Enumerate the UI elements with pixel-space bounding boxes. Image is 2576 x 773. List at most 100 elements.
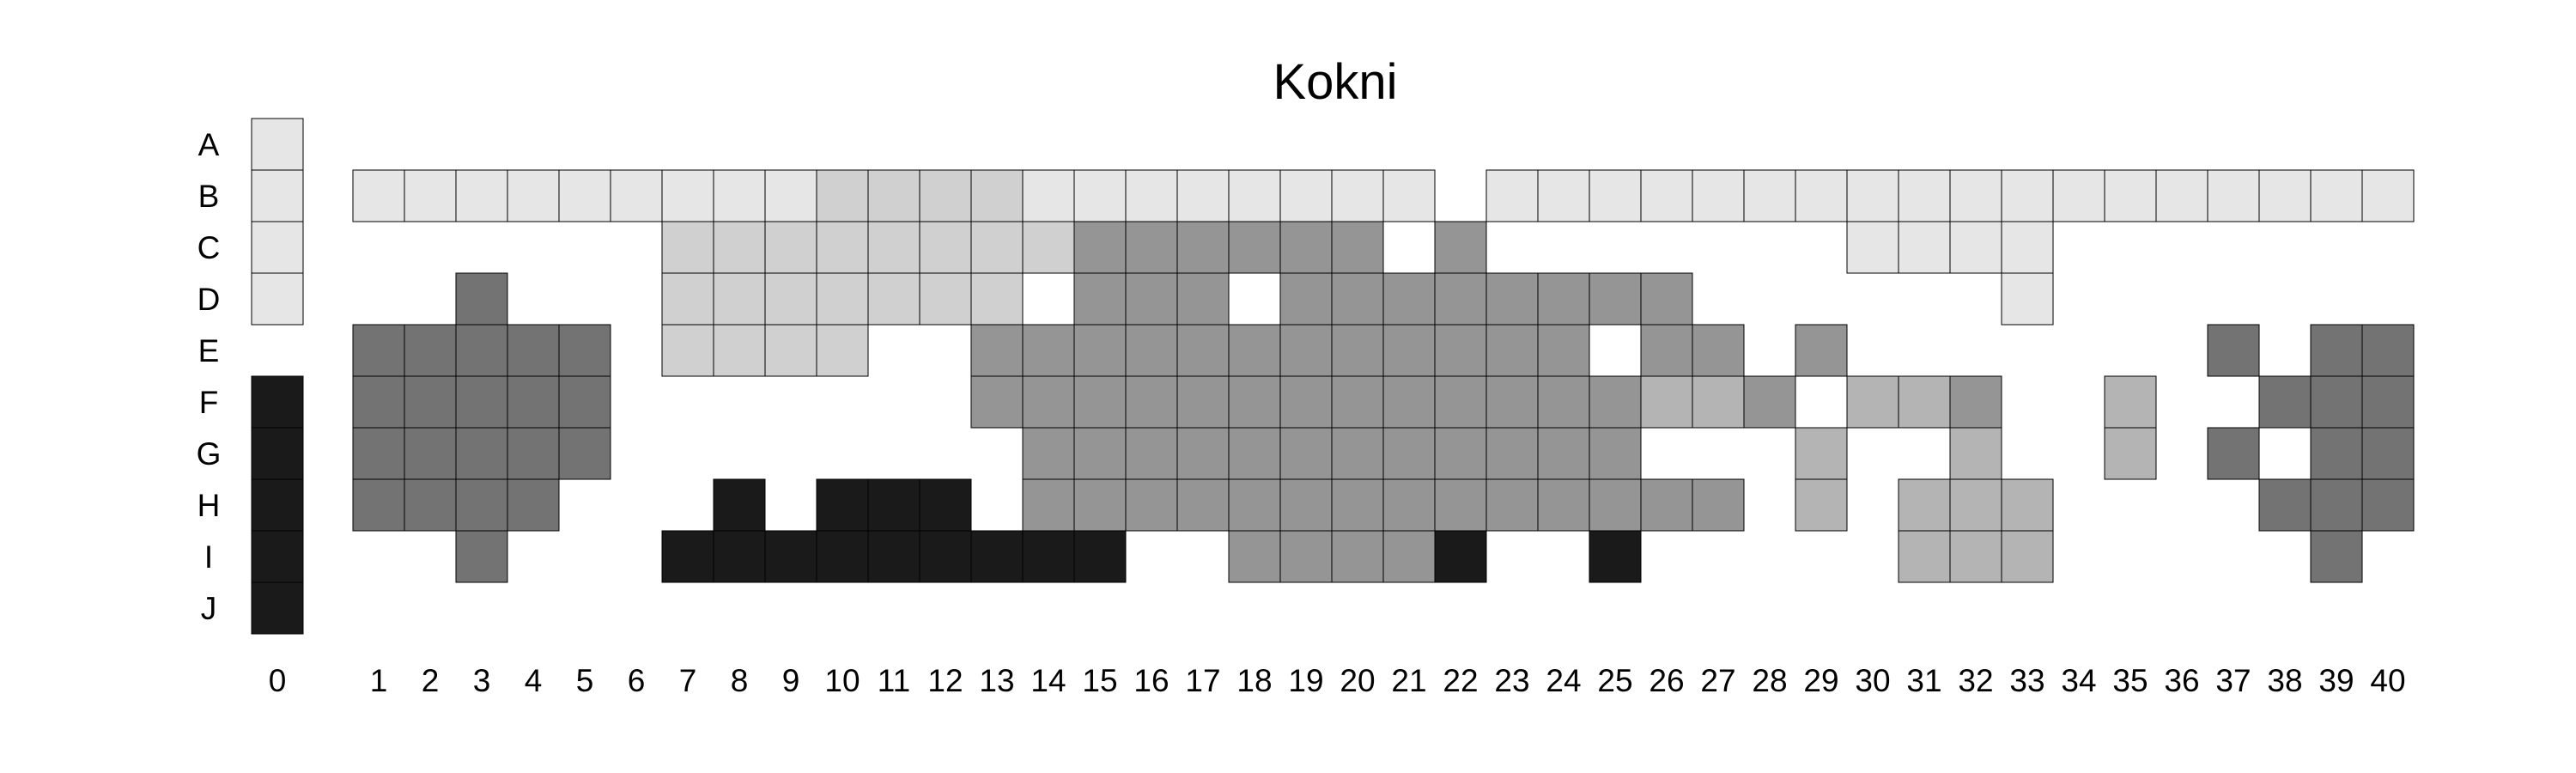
heatmap-cell-F-0 <box>251 375 304 429</box>
heatmap-cell-G-29 <box>1795 427 1848 480</box>
heatmap-cell-H-29 <box>1795 478 1848 532</box>
heatmap-cell-I-18 <box>1228 530 1281 583</box>
heatmap-cell-B-19 <box>1279 169 1333 222</box>
heatmap-cell-F-1 <box>352 375 405 429</box>
heatmap-cell-B-33 <box>2001 169 2054 222</box>
heatmap-cell-B-4 <box>507 169 560 222</box>
column-label-0: 0 <box>269 663 287 698</box>
row-label-A: A <box>198 127 220 162</box>
heatmap-cell-H-8 <box>713 478 766 532</box>
heatmap-cell-H-24 <box>1537 478 1590 532</box>
heatmap-cell-F-27 <box>1692 375 1745 429</box>
heatmap-cell-E-26 <box>1640 324 1693 377</box>
heatmap-cell-F-5 <box>558 375 611 429</box>
heatmap-cell-D-20 <box>1331 272 1384 326</box>
heatmap-cell-B-20 <box>1331 169 1384 222</box>
heatmap-cell-B-16 <box>1125 169 1178 222</box>
heatmap-cell-F-39 <box>2310 375 2363 429</box>
row-label-E: E <box>198 333 220 368</box>
heatmap-cell-D-0 <box>251 272 304 326</box>
heatmap-cell-D-12 <box>919 272 972 326</box>
heatmap-cell-F-21 <box>1382 375 1436 429</box>
heatmap-cell-F-38 <box>2258 375 2312 429</box>
heatmap-cell-B-17 <box>1176 169 1230 222</box>
heatmap-cell-E-5 <box>558 324 611 377</box>
heatmap-cell-F-24 <box>1537 375 1590 429</box>
column-label-16: 16 <box>1133 663 1169 698</box>
heatmap-cell-B-2 <box>404 169 457 222</box>
heatmap-cell-J-0 <box>251 581 304 635</box>
heatmap-cell-G-23 <box>1485 427 1539 480</box>
heatmap-cell-E-29 <box>1795 324 1848 377</box>
heatmap-cell-I-19 <box>1279 530 1333 583</box>
heatmap-cell-E-24 <box>1537 324 1590 377</box>
heatmap-cell-I-22 <box>1434 530 1487 583</box>
heatmap-cell-B-12 <box>919 169 972 222</box>
heatmap-cell-B-31 <box>1898 169 1951 222</box>
heatmap-cell-B-26 <box>1640 169 1693 222</box>
row-label-I: I <box>204 539 213 575</box>
heatmap-cell-H-23 <box>1485 478 1539 532</box>
column-label-35: 35 <box>2112 663 2148 698</box>
heatmap-cell-C-20 <box>1331 221 1384 274</box>
heatmap-cell-B-32 <box>1949 169 2002 222</box>
heatmap-cell-E-15 <box>1073 324 1127 377</box>
heatmap-cell-C-33 <box>2001 221 2054 274</box>
heatmap-cell-H-22 <box>1434 478 1487 532</box>
heatmap-cell-C-30 <box>1846 221 1899 274</box>
heatmap-cell-E-23 <box>1485 324 1539 377</box>
heatmap-cell-I-0 <box>251 530 304 583</box>
heatmap-cell-E-20 <box>1331 324 1384 377</box>
heatmap-cell-D-11 <box>867 272 920 326</box>
heatmap-cell-C-8 <box>713 221 766 274</box>
heatmap-cell-B-5 <box>558 169 611 222</box>
heatmap-cell-I-20 <box>1331 530 1384 583</box>
heatmap-cell-E-7 <box>661 324 714 377</box>
column-label-40: 40 <box>2370 663 2405 698</box>
heatmap-cell-H-0 <box>251 478 304 532</box>
heatmap-cell-F-26 <box>1640 375 1693 429</box>
row-label-J: J <box>201 591 217 626</box>
heatmap-cell-G-0 <box>251 427 304 480</box>
heatmap-cell-E-37 <box>2207 324 2260 377</box>
heatmap-cell-C-7 <box>661 221 714 274</box>
heatmap-cell-D-19 <box>1279 272 1333 326</box>
heatmap-cell-G-37 <box>2207 427 2260 480</box>
heatmap-cell-H-19 <box>1279 478 1333 532</box>
heatmap-cell-B-39 <box>2310 169 2363 222</box>
column-label-18: 18 <box>1236 663 1272 698</box>
heatmap-cell-B-7 <box>661 169 714 222</box>
column-label-4: 4 <box>525 663 543 698</box>
heatmap-cell-F-28 <box>1743 375 1796 429</box>
heatmap-cell-B-6 <box>610 169 663 222</box>
heatmap-cell-G-16 <box>1125 427 1178 480</box>
heatmap-cell-B-28 <box>1743 169 1796 222</box>
column-label-24: 24 <box>1546 663 1581 698</box>
heatmap-cell-I-3 <box>455 530 508 583</box>
heatmap-cell-H-12 <box>919 478 972 532</box>
heatmap-cell-D-15 <box>1073 272 1127 326</box>
heatmap-cell-D-26 <box>1640 272 1693 326</box>
heatmap-cell-A-0 <box>251 118 304 171</box>
heatmap-cell-B-3 <box>455 169 508 222</box>
column-label-21: 21 <box>1391 663 1426 698</box>
column-label-15: 15 <box>1082 663 1117 698</box>
heatmap-cell-F-31 <box>1898 375 1951 429</box>
heatmap-cell-C-12 <box>919 221 972 274</box>
heatmap-cell-H-27 <box>1692 478 1745 532</box>
heatmap-cell-I-11 <box>867 530 920 583</box>
heatmap-cell-F-19 <box>1279 375 1333 429</box>
row-label-G: G <box>197 436 222 472</box>
heatmap-cell-G-1 <box>352 427 405 480</box>
heatmap-cell-H-1 <box>352 478 405 532</box>
heatmap-cell-G-32 <box>1949 427 2002 480</box>
heatmap-cell-F-17 <box>1176 375 1230 429</box>
heatmap-cell-H-18 <box>1228 478 1281 532</box>
heatmap-cell-B-0 <box>251 169 304 222</box>
column-label-31: 31 <box>1906 663 1941 698</box>
heatmap-cell-E-1 <box>352 324 405 377</box>
heatmap-cell-D-8 <box>713 272 766 326</box>
column-label-27: 27 <box>1700 663 1735 698</box>
heatmap-cell-C-19 <box>1279 221 1333 274</box>
